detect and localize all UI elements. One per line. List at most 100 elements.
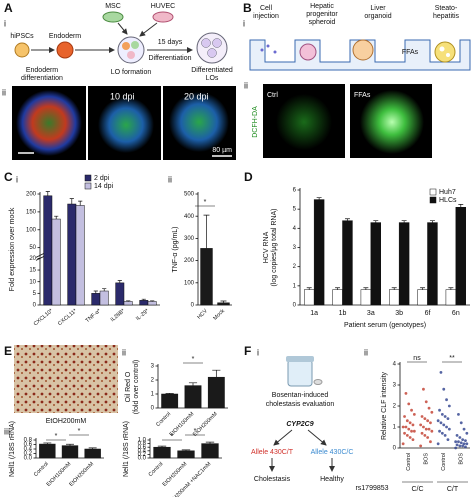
bar xyxy=(161,393,179,409)
data-point xyxy=(461,438,465,441)
y-axis-label: (log copies/µg total RNA) xyxy=(271,209,278,287)
y-tick-label: 2 xyxy=(393,404,397,410)
error-bar xyxy=(203,214,210,249)
x-tick-label: TNF-α* xyxy=(85,307,103,324)
data-point xyxy=(405,434,409,437)
data-point xyxy=(427,427,431,431)
micrograph-blob xyxy=(16,90,82,156)
annotation: * xyxy=(192,356,195,363)
data-point xyxy=(408,421,412,425)
y-tick-label: 2 xyxy=(151,378,155,384)
error-bar xyxy=(306,287,312,290)
y-tick-label: 0.4 xyxy=(138,448,147,454)
organoid-icon xyxy=(196,32,228,64)
sub-label: ii xyxy=(122,347,126,357)
bar xyxy=(342,220,353,306)
error-bar xyxy=(316,197,322,200)
y-tick-label: 0.8 xyxy=(138,441,147,447)
data-point xyxy=(440,413,444,416)
image-label: Ctrl xyxy=(267,92,278,99)
data-point xyxy=(446,438,450,441)
data-point xyxy=(445,398,448,402)
y-tick-label: 1.0 xyxy=(138,438,147,444)
panel-b: B i Cell injection Hepatic progenitor sp… xyxy=(243,1,471,158)
error-bar xyxy=(335,287,341,290)
y-axis-label: Nell1 (/18S rRNA) xyxy=(123,421,130,477)
error-bar xyxy=(141,298,146,301)
sub-label: ii xyxy=(168,174,172,184)
stain-label: DCFH-DA xyxy=(252,106,259,138)
y-tick-label: 0 xyxy=(293,303,297,309)
data-point xyxy=(426,419,430,423)
diagram-label: Differentiation xyxy=(148,55,191,62)
y-tick-label: 0.4 xyxy=(24,447,33,453)
micrograph-blob xyxy=(276,94,332,150)
x-tick-label: 1a xyxy=(310,310,318,317)
data-point xyxy=(403,415,406,418)
diagram-label: MSC xyxy=(105,3,121,10)
lipid-icon xyxy=(439,46,445,52)
data-point xyxy=(443,434,447,437)
error-bar xyxy=(420,287,426,290)
y-tick-label: 6 xyxy=(293,188,297,194)
y-tick-label: 100 xyxy=(184,280,195,286)
legend-swatch xyxy=(84,174,92,182)
data-point xyxy=(454,446,458,450)
sub-label: iii xyxy=(4,426,10,436)
cell-icon xyxy=(131,41,139,49)
data-point xyxy=(426,436,430,439)
bar xyxy=(360,289,372,306)
bar xyxy=(313,199,325,306)
diagram-label: Hepatic xyxy=(310,3,334,10)
data-point xyxy=(464,439,467,443)
lipid-icon xyxy=(446,53,450,57)
axis-break xyxy=(35,253,45,261)
y-axis-label: HCV RNA xyxy=(263,231,270,263)
diagram-label: HUVEC xyxy=(151,3,176,10)
diagram-label: Steato- xyxy=(435,5,458,12)
data-point xyxy=(447,404,451,408)
outcome-label: Healthy xyxy=(320,476,344,483)
x-tick-label: IL-29* xyxy=(135,308,151,323)
bar xyxy=(200,248,213,306)
x-tick-label: IL28B* xyxy=(110,307,127,323)
x-tick-label: BOS xyxy=(459,453,465,465)
group-label: C/T xyxy=(447,486,459,493)
error-bar xyxy=(117,280,122,283)
error-bar xyxy=(66,443,74,446)
scale-label: 80 µm xyxy=(212,147,232,154)
bar xyxy=(61,445,79,459)
allele-label: Allele 430C/T xyxy=(251,449,294,456)
outcome-label: Cholestasis xyxy=(254,476,291,483)
data-point xyxy=(436,419,440,423)
y-tick-label: 1 xyxy=(151,392,155,398)
panel-label: E xyxy=(4,344,12,358)
data-point xyxy=(410,429,413,433)
data-point xyxy=(424,400,428,404)
data-point xyxy=(457,440,460,444)
data-point xyxy=(420,415,424,418)
y-tick-label: 3 xyxy=(293,245,297,251)
annotation: * xyxy=(194,428,197,435)
bar xyxy=(99,290,109,306)
sub-label: i xyxy=(16,174,18,184)
x-tick-label: 3a xyxy=(367,310,375,317)
data-point xyxy=(439,421,443,425)
x-tick-label: 6f xyxy=(425,310,431,317)
error-bar xyxy=(448,287,454,290)
legend-label: Huh7 xyxy=(439,189,456,196)
arrow xyxy=(273,429,293,446)
data-point xyxy=(403,431,406,435)
data-point xyxy=(454,440,458,444)
error-bar xyxy=(373,220,379,223)
data-point xyxy=(440,431,444,435)
diagram-label: hepatitis xyxy=(433,13,460,20)
bar xyxy=(123,301,133,306)
cell-icon xyxy=(56,41,74,59)
bar xyxy=(217,302,230,306)
y-tick-label: 10 xyxy=(29,279,36,285)
y-tick-label: 0 xyxy=(151,406,155,412)
cell-icon xyxy=(201,38,211,48)
data-point xyxy=(407,402,411,406)
bar xyxy=(389,289,400,306)
